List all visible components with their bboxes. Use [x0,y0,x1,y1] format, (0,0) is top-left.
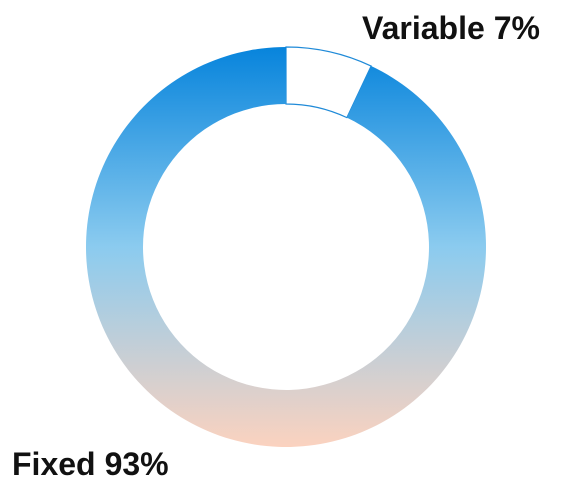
segment-name: Variable [362,10,485,46]
segment-value: 93% [105,446,169,482]
donut-segment [85,47,486,447]
donut-segment [285,46,372,119]
segment-name: Fixed [12,446,96,482]
segment-label: Variable 7% [362,10,540,46]
segment-value: 7% [494,10,540,46]
segment-label: Fixed 93% [12,446,169,482]
